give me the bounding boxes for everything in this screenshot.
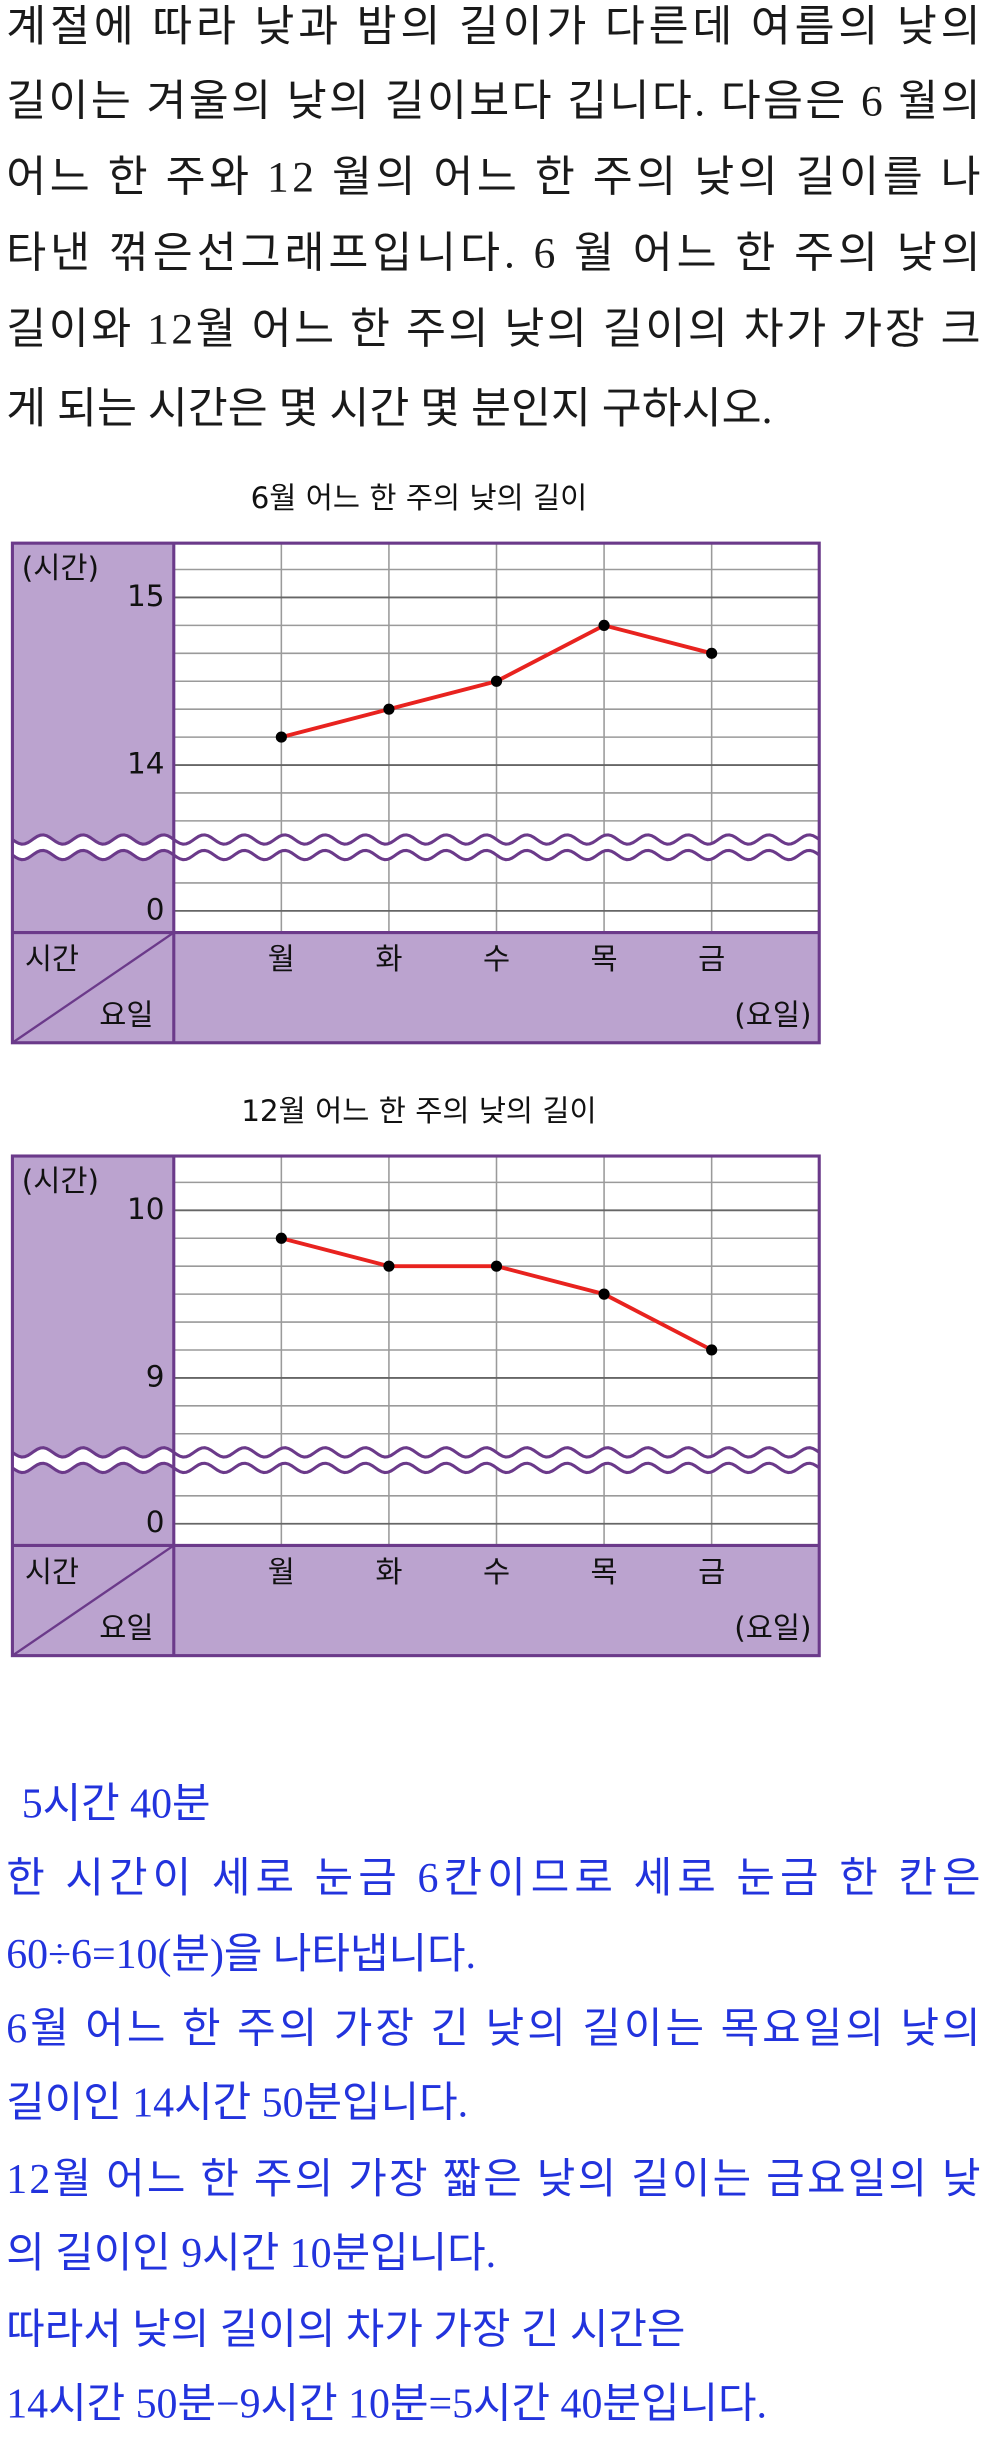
- chart-title: 12월 어느 한 주의 낮의 길이: [241, 1094, 596, 1128]
- chart-title: 6월 어느 한 주의 낮의 길이: [251, 481, 588, 515]
- data-point: [490, 1260, 503, 1272]
- problem-line: 길이는 겨울의 낮의 길이보다 깁니다. 다음은 6 월의: [6, 78, 980, 126]
- problem-line: 어느 한 주와 12 월의 어느 한 주의 낮의 길이를 나: [6, 154, 980, 202]
- data-point: [383, 703, 395, 715]
- corner-top-label: 시간: [25, 942, 79, 976]
- axis-break-edge: [11, 1461, 821, 1475]
- axis-break-edge: [11, 833, 821, 846]
- x-tick-label: 목: [591, 1555, 618, 1589]
- problem: 계절에 따라 낮과 밤의 길이가 다른데 여름의 낮의 길이는 겨울의 낮의 길…: [6, 3, 980, 433]
- corner-diagonal: [11, 1544, 175, 1657]
- x-tick-label: 목: [591, 942, 618, 976]
- solution-line: 60÷6=10(분)을 나타냅니다.: [6, 1932, 476, 1978]
- data-point: [598, 1288, 610, 1300]
- x-tick-label: 월: [268, 1555, 295, 1589]
- y-tick-label: 0: [146, 1505, 165, 1539]
- data-point: [275, 731, 287, 743]
- y-tick-label: 15: [127, 579, 165, 613]
- corner-top-label: 시간: [25, 1555, 79, 1589]
- y-tick-label: 14: [127, 747, 165, 781]
- x-tick-label: 금: [698, 942, 725, 976]
- problem-line: 게 되는 시간은 몇 시간 몇 분인지 구하시오.: [6, 385, 772, 433]
- x-tick-label: 수: [483, 942, 510, 976]
- y-tick-label: 9: [146, 1359, 165, 1393]
- x-axis-label: (요일): [734, 1611, 811, 1645]
- y-axis-label: (시간): [22, 551, 99, 585]
- solution-line: 따라서 낮의 길이의 차가 가장 긴 시간은: [6, 2307, 685, 2353]
- x-tick-label: 금: [698, 1555, 725, 1589]
- data-point: [598, 619, 610, 631]
- x-tick-label: 화: [375, 1555, 402, 1589]
- x-tick-label: 수: [483, 1555, 510, 1589]
- x-tick-label: 화: [375, 942, 402, 976]
- y-label-panel: [12, 543, 174, 933]
- data-point: [275, 1232, 287, 1244]
- solution-line: 12월 어느 한 주의 가장 짧은 낮의 길이는 금요일의 낮: [6, 2157, 980, 2203]
- x-axis-label: (요일): [734, 998, 811, 1032]
- y-tick-label: 10: [127, 1192, 165, 1226]
- data-point: [490, 675, 503, 687]
- axis-break-edge: [11, 848, 821, 862]
- answer: 5시간 40분: [22, 1781, 211, 1827]
- problem-line: 계절에 따라 낮과 밤의 길이가 다른데 여름의 낮의: [6, 3, 980, 51]
- solution-line: 의 길이인 9시간 10분입니다.: [6, 2231, 496, 2277]
- solution-line: 14시간 50분−9시간 10분=5시간 40분입니다.: [6, 2382, 767, 2428]
- frame: [10, 1154, 821, 1658]
- solution-line: 한 시간이 세로 눈금 6칸이므로 세로 눈금 한 칸은: [6, 1856, 980, 1902]
- x-tick-label: 월: [268, 942, 295, 976]
- corner-bottom-label: 요일: [99, 1611, 153, 1645]
- problem-line: 길이와 12월 어느 한 주의 낮의 길이의 차가 가장 크: [6, 306, 980, 354]
- solution-line: 길이인 14시간 50분입니다.: [6, 2081, 468, 2127]
- data-point: [706, 647, 718, 659]
- y-label-panel: [12, 1156, 174, 1546]
- data-point: [706, 1344, 718, 1356]
- corner-diagonal: [11, 931, 175, 1044]
- axis-break-edge: [11, 1446, 821, 1459]
- data-point: [383, 1260, 395, 1272]
- frame: [10, 541, 821, 1045]
- problem-line: 타낸 꺾은선그래프입니다. 6 월 어느 한 주의 낮의: [6, 230, 980, 278]
- y-axis-label: (시간): [22, 1164, 99, 1198]
- solution: 5시간 40분 한 시간이 세로 눈금 6칸이므로 세로 눈금 한 칸은 60÷…: [6, 1781, 980, 2427]
- corner-bottom-label: 요일: [99, 998, 153, 1032]
- y-tick-label: 0: [146, 892, 165, 926]
- solution-line: 6월 어느 한 주의 가장 긴 낮의 길이는 목요일의 낮의: [6, 2006, 980, 2052]
